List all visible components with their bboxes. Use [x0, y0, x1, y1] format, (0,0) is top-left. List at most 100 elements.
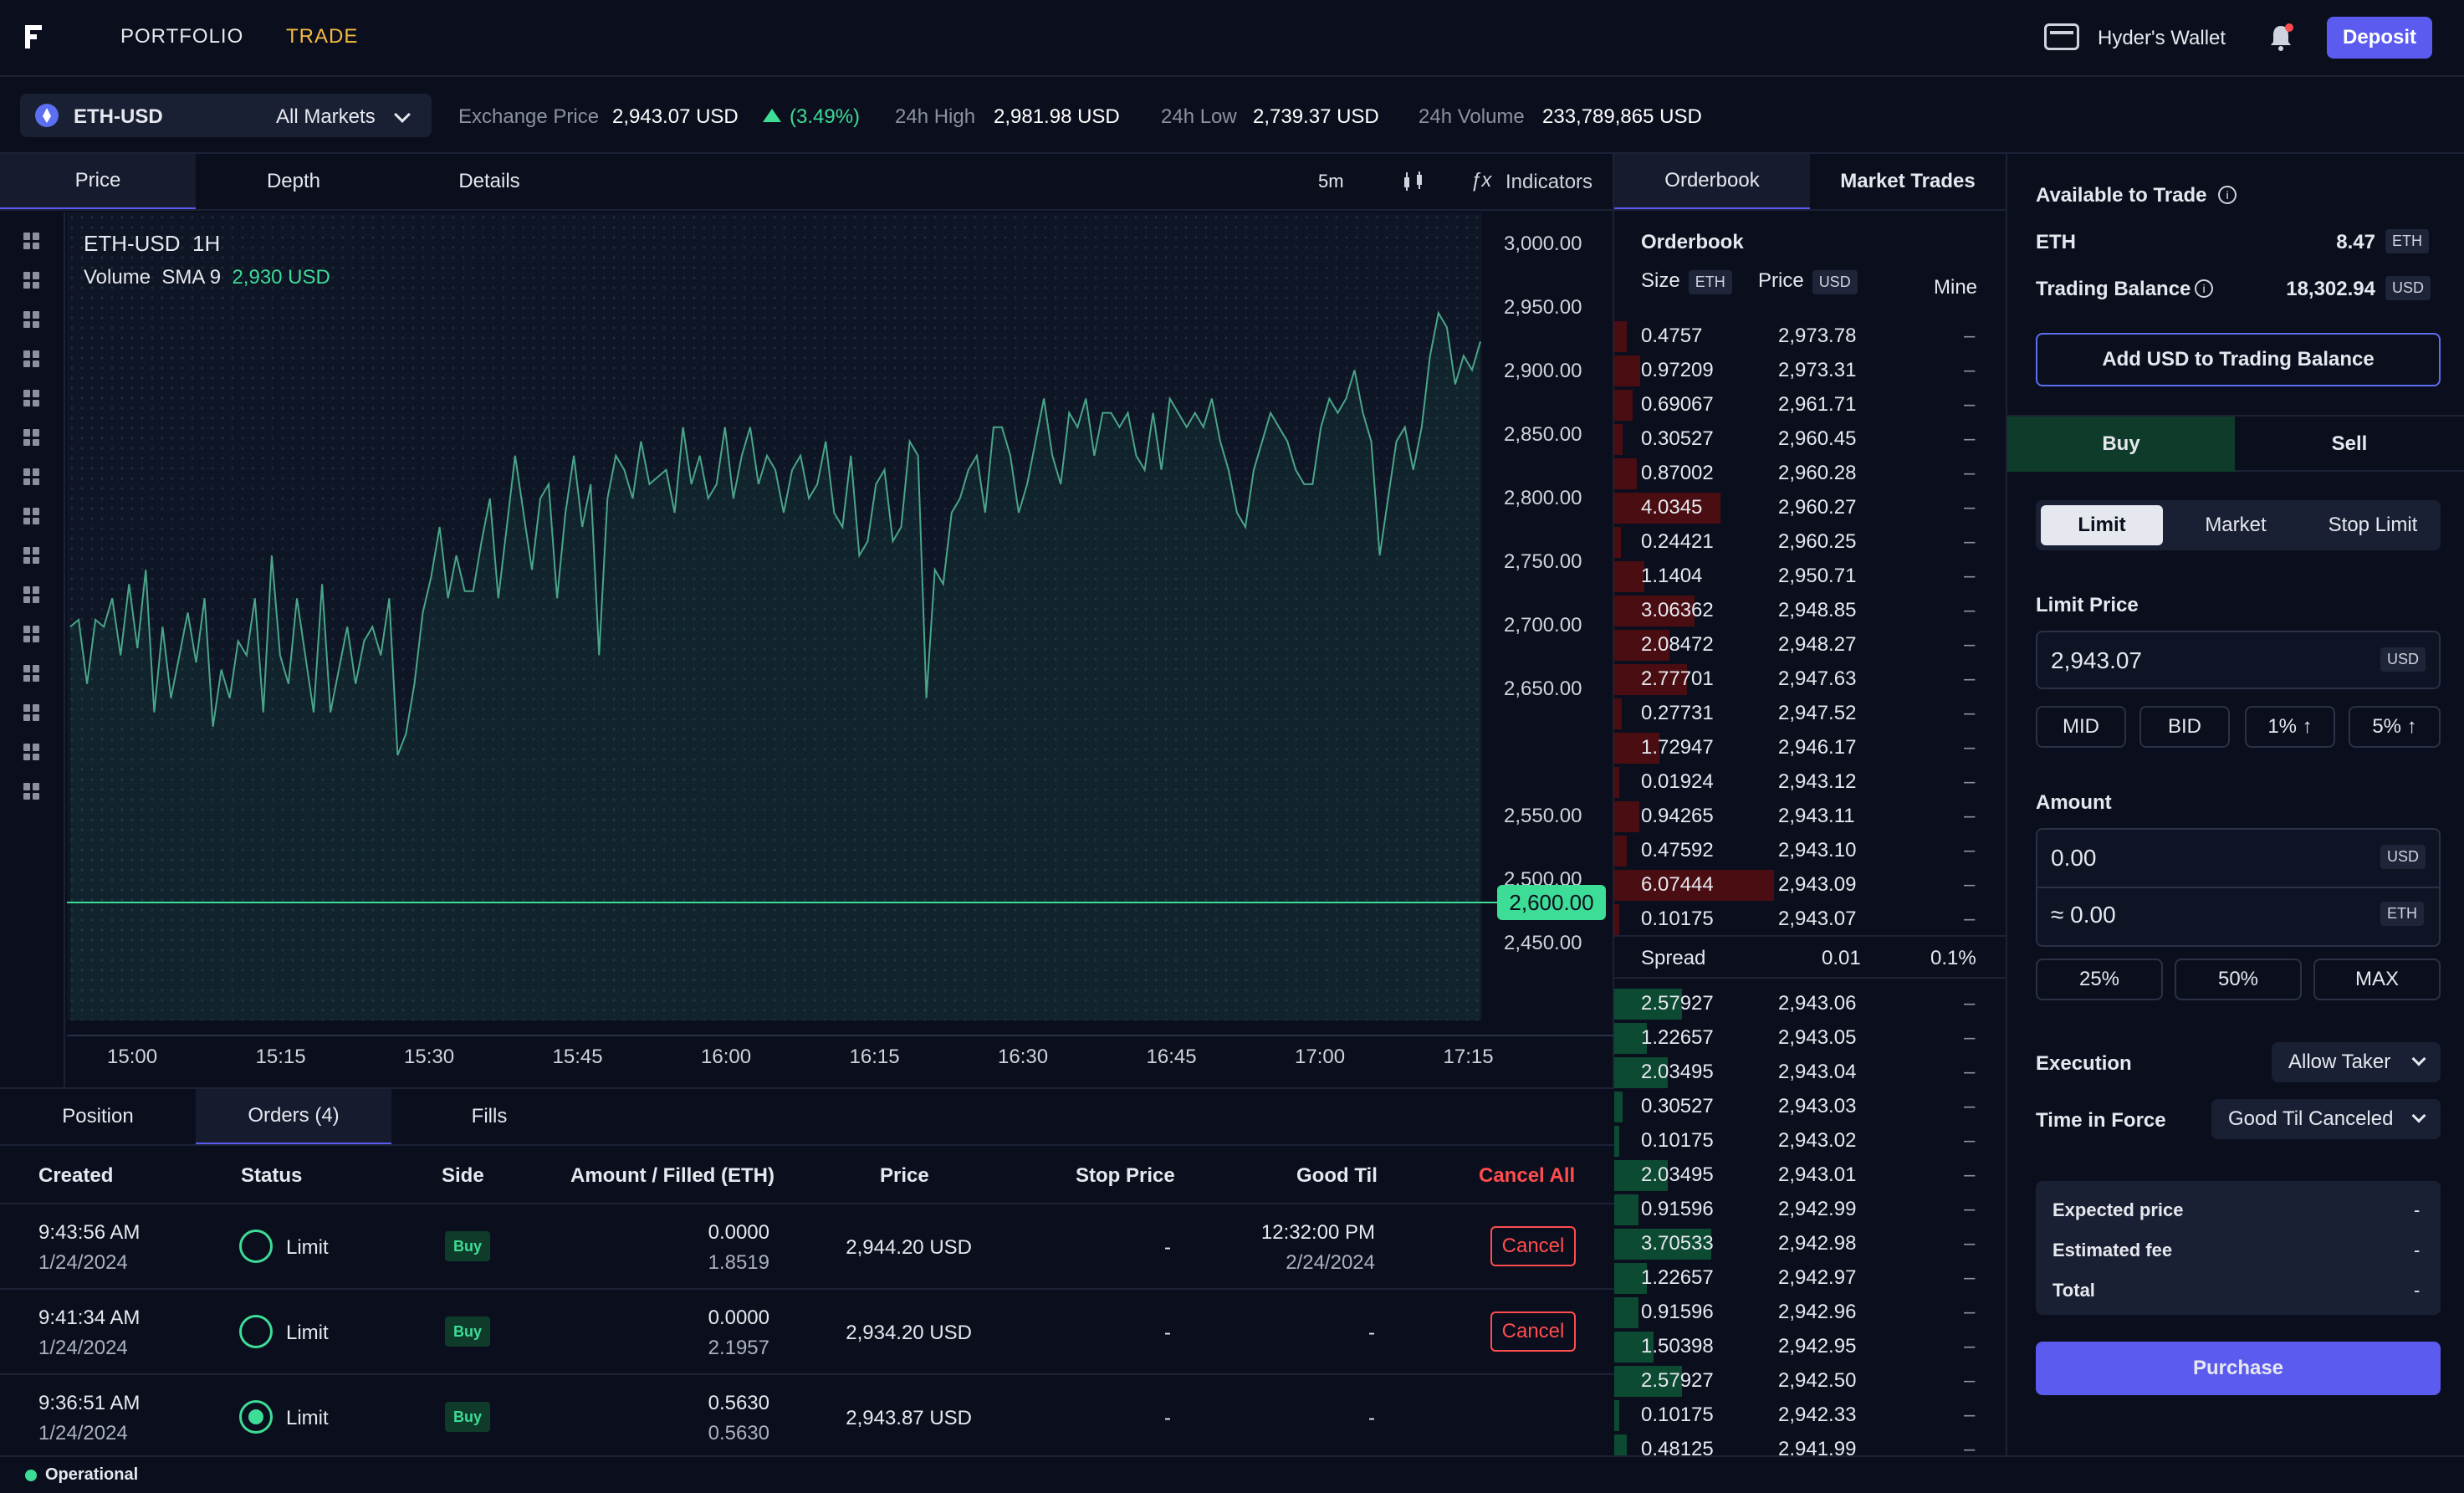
ask-row[interactable]: 3.06362 2,948.85 – — [1614, 594, 2004, 628]
drawing-tool-icon[interactable] — [23, 783, 40, 800]
bid-row[interactable]: 0.10175 2,942.33 – — [1614, 1398, 2004, 1433]
ask-row[interactable]: 0.87002 2,960.28 – — [1614, 457, 2004, 491]
max-button[interactable]: MAX — [2313, 959, 2441, 1000]
drawing-tool-icon[interactable] — [23, 547, 40, 564]
bid-button[interactable]: BID — [2139, 706, 2230, 748]
ask-row[interactable]: 0.10175 2,943.07 – — [1614, 902, 2004, 937]
mid-button[interactable]: MID — [2036, 706, 2126, 748]
drawing-tool-icon[interactable] — [23, 744, 40, 760]
drawing-tool-icon[interactable] — [23, 468, 40, 485]
chart-area[interactable] — [67, 212, 1482, 1020]
bid-row[interactable]: 0.91596 2,942.96 – — [1614, 1296, 2004, 1330]
purchase-button[interactable]: Purchase — [2036, 1342, 2441, 1395]
bid-row[interactable]: 0.10175 2,943.02 – — [1614, 1124, 2004, 1158]
deposit-button[interactable]: Deposit — [2327, 17, 2432, 59]
five-percent-button[interactable]: 5% ↑ — [2349, 706, 2441, 748]
ask-row[interactable]: 1.1404 2,950.71 – — [1614, 560, 2004, 594]
ask-row[interactable]: 0.94265 2,943.11 – — [1614, 800, 2004, 834]
drawing-tool-icon[interactable] — [23, 429, 40, 446]
drawing-tool-icon[interactable] — [23, 272, 40, 289]
tab-position[interactable]: Position — [62, 1105, 134, 1127]
drawing-tool-icon[interactable] — [23, 233, 40, 249]
bid-row[interactable]: 3.70533 2,942.98 – — [1614, 1227, 2004, 1261]
cancel-order-button[interactable]: Cancel — [1490, 1226, 1576, 1266]
cancel-order-button[interactable]: Cancel — [1490, 1311, 1576, 1352]
tab-buy[interactable]: Buy — [2007, 417, 2235, 472]
info-icon[interactable]: i — [2195, 279, 2213, 298]
wallet-name[interactable]: Hyder's Wallet — [2098, 27, 2226, 49]
order-row[interactable]: 9:41:34 AM 1/24/2024 Limit Buy 0.0000 2.1957 2… — [0, 1288, 1614, 1373]
order-type-market[interactable]: Market — [2205, 514, 2267, 536]
ask-row[interactable]: 0.69067 2,961.71 – — [1614, 388, 2004, 422]
quarter-button[interactable]: 25% — [2036, 959, 2163, 1000]
nav-portfolio[interactable]: PORTFOLIO — [120, 25, 244, 48]
all-markets-dropdown[interactable]: All Markets — [276, 105, 376, 128]
limit-price-value[interactable]: 2,943.07 — [2051, 647, 2142, 673]
ask-row[interactable]: 0.24421 2,960.25 – — [1614, 525, 2004, 560]
interval-selector[interactable]: 5m — [1318, 171, 1344, 192]
ask-row[interactable]: 0.01924 2,943.12 – — [1614, 765, 2004, 800]
amount-eth-value[interactable]: ≈ 0.00 — [2051, 902, 2116, 928]
tab-details[interactable]: Details — [458, 170, 520, 192]
order-row[interactable]: 9:36:51 AM 1/24/2024 Limit Buy 0.5630 0.5630 2… — [0, 1373, 1614, 1459]
order-type-stop-limit[interactable]: Stop Limit — [2328, 514, 2418, 536]
bid-row[interactable]: 1.50398 2,942.95 – — [1614, 1330, 2004, 1364]
ask-row[interactable]: 6.07444 2,943.09 – — [1614, 868, 2004, 902]
half-button[interactable]: 50% — [2175, 959, 2302, 1000]
order-type-limit[interactable]: Limit — [2041, 505, 2163, 545]
drawing-tool-icon[interactable] — [23, 586, 40, 603]
order-row[interactable]: 9:43:56 AM 1/24/2024 Limit Buy 0.0000 1.8519 2… — [0, 1203, 1614, 1288]
ask-row[interactable]: 4.0345 2,960.27 – — [1614, 491, 2004, 525]
market-selector[interactable]: ETH-USD All Markets — [20, 94, 432, 137]
wallet-icon[interactable] — [2044, 23, 2079, 50]
nav-trade[interactable]: TRADE — [286, 25, 359, 48]
candlestick-icon[interactable] — [1402, 171, 1425, 192]
execution-dropdown[interactable]: Allow Taker — [2272, 1042, 2441, 1082]
drawing-tool-icon[interactable] — [23, 350, 40, 367]
cancel-all-button[interactable]: Cancel All — [1479, 1164, 1576, 1187]
drawing-tool-icon[interactable] — [23, 704, 40, 721]
drawing-tool-icon[interactable] — [23, 508, 40, 524]
indicators-button[interactable]: Indicators — [1505, 171, 1593, 193]
bid-row[interactable]: 1.22657 2,943.05 – — [1614, 1021, 2004, 1056]
info-icon[interactable]: i — [2218, 186, 2237, 204]
ask-row[interactable]: 2.77701 2,947.63 – — [1614, 662, 2004, 697]
ask-row[interactable]: 0.4757 2,973.78 – — [1614, 320, 2004, 354]
function-icon[interactable]: ƒx — [1470, 169, 1492, 192]
limit-price-input[interactable]: 2,943.07 USD — [2036, 631, 2441, 689]
amount-usd-value[interactable]: 0.00 — [2051, 845, 2097, 871]
drawing-tool-icon[interactable] — [23, 390, 40, 406]
ask-row[interactable]: 0.30527 2,960.45 – — [1614, 422, 2004, 457]
one-percent-button[interactable]: 1% ↑ — [2245, 706, 2335, 748]
tab-orderbook[interactable]: Orderbook — [1614, 154, 1810, 209]
tab-sell[interactable]: Sell — [2331, 432, 2368, 455]
bid-row[interactable]: 1.22657 2,942.97 – — [1614, 1261, 2004, 1296]
tab-fills[interactable]: Fills — [471, 1105, 508, 1127]
ask-row[interactable]: 0.27731 2,947.52 – — [1614, 697, 2004, 731]
tab-depth[interactable]: Depth — [266, 170, 321, 192]
amount-input[interactable]: 0.00 USD ≈ 0.00 ETH — [2036, 828, 2441, 947]
bid-row[interactable]: 2.03495 2,943.01 – — [1614, 1158, 2004, 1193]
bid-row[interactable]: 0.91596 2,942.99 – — [1614, 1193, 2004, 1227]
drawing-tool-icon[interactable] — [23, 665, 40, 682]
ask-row[interactable]: 0.47592 2,943.10 – — [1614, 834, 2004, 868]
drawing-tool-icon[interactable] — [23, 311, 40, 328]
add-usd-button[interactable]: Add USD to Trading Balance — [2036, 333, 2441, 386]
chevron-down-icon[interactable] — [394, 106, 411, 123]
tab-orders[interactable]: Orders (4) — [196, 1089, 391, 1144]
ask-row[interactable]: 1.72947 2,946.17 – — [1614, 731, 2004, 765]
bell-icon[interactable] — [2268, 23, 2293, 52]
ask-row[interactable]: 2.08472 2,948.27 – — [1614, 628, 2004, 662]
bid-row[interactable]: 2.57927 2,943.06 – — [1614, 987, 2004, 1021]
tab-price[interactable]: Price — [0, 154, 196, 209]
tab-market-trades[interactable]: Market Trades — [1840, 170, 1976, 192]
drawing-tool-icon[interactable] — [23, 626, 40, 642]
bid-row[interactable]: 2.03495 2,943.04 – — [1614, 1056, 2004, 1090]
price-chart[interactable] — [0, 154, 1614, 1087]
time-in-force-dropdown[interactable]: Good Til Canceled — [2211, 1099, 2441, 1139]
ask-row[interactable]: 0.97209 2,973.31 – — [1614, 354, 2004, 388]
execution-value: Allow Taker — [2288, 1051, 2391, 1073]
bid-row[interactable]: 0.30527 2,943.03 – — [1614, 1090, 2004, 1124]
app-logo-icon[interactable] — [25, 25, 42, 49]
bid-row[interactable]: 2.57927 2,942.50 – — [1614, 1364, 2004, 1398]
